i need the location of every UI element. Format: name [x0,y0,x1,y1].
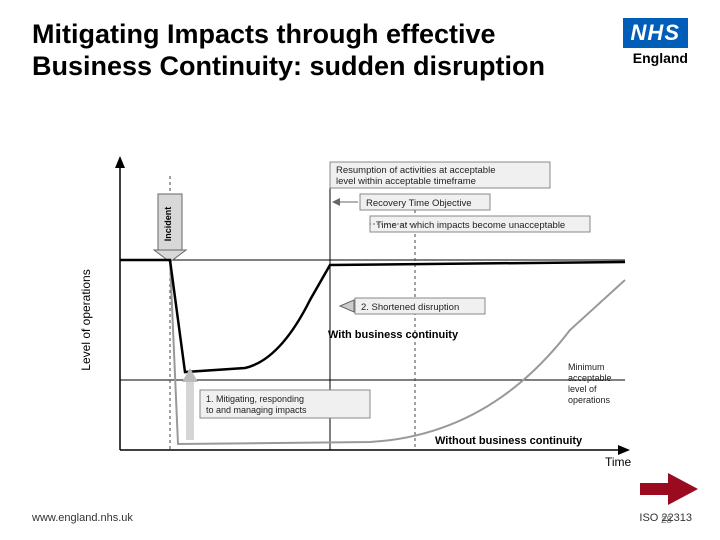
annot-shortened: 2. Shortened disruption [340,298,485,314]
svg-text:Recovery Time Objective: Recovery Time Objective [366,198,472,209]
svg-text:operations: operations [568,395,611,405]
svg-text:acceptable: acceptable [568,373,612,383]
footer-iso: ISO 22313 [639,512,692,524]
nhs-logo-sub: England [633,50,688,66]
x-axis-label: Time [605,455,632,469]
annot-mitigating: 1. Mitigating, responding to and managin… [182,368,370,440]
label-with-bc: With business continuity [328,329,459,341]
annot-resumption-text: Resumption of activities at acceptablele… [336,165,495,187]
bc-diagram: Level of operations Time Incident [70,150,670,480]
nhs-logo: NHS England [623,18,688,66]
incident-marker: Incident [154,194,186,262]
y-axis-label: Level of operations [79,269,93,370]
annot-min-level: Minimum acceptable level of operations [568,362,612,405]
label-without-bc: Without business continuity [435,435,583,447]
annot-resumption: Resumption of activities at acceptablele… [330,162,550,188]
footer-url: www.england.nhs.uk [32,512,133,524]
page-title: Mitigating Impacts through effective Bus… [32,18,552,83]
svg-text:level of: level of [568,384,597,394]
svg-text:Time at which impacts become u: Time at which impacts become unacceptabl… [376,220,565,231]
annot-unacceptable: Time at which impacts become unacceptabl… [370,216,590,232]
y-axis-arrow [115,156,125,168]
svg-text:Incident: Incident [163,207,173,242]
curve-without-bc [120,260,625,444]
decorative-arrow-icon [638,469,698,514]
svg-text:2. Shortened disruption: 2. Shortened disruption [361,302,459,313]
nhs-logo-box: NHS [623,18,688,48]
x-axis-arrow [618,445,630,455]
annot-rto: Recovery Time Objective [332,194,490,210]
svg-text:1. Mitigating, responding: 1. Mitigating, responding [206,394,304,404]
svg-text:to and managing impacts: to and managing impacts [206,405,307,415]
svg-text:Minimum: Minimum [568,362,605,372]
